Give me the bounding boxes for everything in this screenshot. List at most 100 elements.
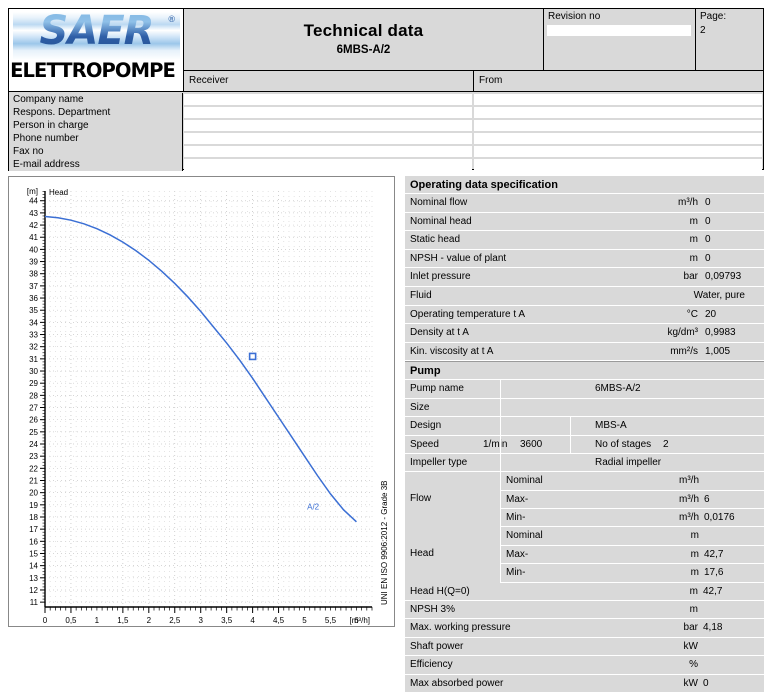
page-title: Technical data — [303, 21, 424, 40]
y-tick-label: 28 — [29, 391, 38, 400]
pump-row-unit: m — [689, 604, 698, 616]
contact-field-right[interactable] — [474, 146, 762, 157]
x-tick-label: 3,5 — [221, 616, 233, 625]
subrow-label: Min- — [506, 567, 526, 579]
contact-field-left[interactable] — [184, 120, 472, 131]
from-label: From — [479, 75, 503, 86]
subrow-label: Min- — [506, 512, 526, 524]
contact-field-left[interactable] — [184, 94, 472, 105]
operating-unit: m — [689, 215, 698, 227]
logo-subtitle: ELETTROPOMPE — [10, 59, 176, 82]
document-header: SAER ® ELETTROPOMPE Technical data 6MBS-… — [8, 8, 764, 92]
y-tick-label: 40 — [29, 245, 38, 254]
contact-field-left[interactable] — [184, 133, 472, 144]
contact-label: E-mail address — [8, 158, 183, 171]
operating-value: 0 — [705, 252, 711, 264]
y-tick-label: 22 — [29, 464, 38, 473]
subrow-unit: m³/h — [679, 493, 699, 505]
contact-field-right[interactable] — [474, 159, 762, 170]
contact-field-left[interactable] — [184, 107, 472, 118]
operating-unit: m³/h — [678, 197, 698, 208]
operating-unit: bar — [683, 271, 698, 283]
operating-row: Nominal flow m³/h 0 — [405, 194, 764, 213]
y-tick-label: 20 — [29, 489, 38, 498]
pump-data-list: Pump name 6MBS-A/2 Size Design MBS-A Speed 1/m… — [405, 380, 764, 693]
revision-input[interactable] — [547, 25, 691, 36]
pump-row-value: 42,7 — [703, 585, 723, 597]
pump-row-label: Max absorbed power — [410, 677, 504, 689]
operating-unit: m — [689, 234, 698, 246]
y-tick-label: 33 — [29, 331, 38, 340]
design-value: MBS-A — [595, 420, 627, 432]
x-tick-label: 4 — [250, 616, 255, 625]
operating-row: Density at t A kg/dm³ 0,9983 — [405, 324, 764, 343]
operating-label: Nominal head — [410, 215, 472, 227]
speed-value: 3600 — [520, 438, 543, 450]
contact-field-left[interactable] — [184, 146, 472, 157]
pump-row: Impeller type Radial impeller — [405, 453, 764, 473]
x-tick-label: 6 — [354, 616, 359, 625]
contact-field-right[interactable] — [474, 133, 762, 144]
contact-row: Person in charge — [8, 119, 764, 132]
head-label: Head — [410, 548, 434, 560]
registered-trademark-icon: ® — [168, 14, 175, 24]
specification-panel: Operating data specification Nominal flo… — [405, 176, 764, 693]
y-axis-unit-label: [m] — [27, 187, 38, 196]
flow-group: Flow Nominal m³/h Max-m³/h 6 Min-m³/h 0,0176 — [405, 472, 764, 528]
subrow-unit: m³/h — [679, 475, 699, 487]
operating-row: Fluid Water, pure — [405, 286, 764, 306]
subrow-value: 0,0176 — [704, 512, 735, 524]
operating-unit: kg/dm³ — [667, 327, 698, 339]
pump-row: Max absorbed power kW 0 — [405, 674, 764, 693]
contact-field-left[interactable] — [184, 159, 472, 170]
contact-field-right[interactable] — [474, 94, 762, 105]
subrow-label: Nominal — [506, 475, 543, 487]
page-label: Page: — [700, 11, 727, 22]
title-cell: Technical data 6MBS-A/2 — [184, 9, 544, 70]
standard-annotation: UNI EN ISO 9906:2012 - Grade 3B — [380, 480, 389, 605]
contact-label: Company name — [8, 93, 183, 106]
y-tick-label: 42 — [29, 221, 38, 230]
technical-data-sheet: SAER ® ELETTROPOMPE Technical data 6MBS-… — [8, 8, 764, 693]
head-subrow: Nominal m — [500, 527, 764, 546]
y-tick-label: 11 — [30, 598, 39, 607]
x-tick-label: 0 — [43, 616, 48, 625]
pump-row: Head H(Q=0) m 42,7 — [405, 582, 764, 602]
y-tick-label: 44 — [29, 197, 38, 206]
y-tick-label: 27 — [29, 404, 38, 413]
contact-field-right[interactable] — [474, 107, 762, 118]
head-subrow: Max-m 42,7 — [500, 545, 764, 565]
x-tick-label: 4,5 — [273, 616, 285, 625]
pump-row: Speed 1/min 3600 No of stages 2 — [405, 435, 764, 454]
pump-row-value: 0 — [703, 677, 709, 689]
x-tick-label: 5,5 — [325, 616, 337, 625]
contact-field-right[interactable] — [474, 120, 762, 131]
operating-label: NPSH - value of plant — [410, 252, 507, 264]
subrow-value: 42,7 — [704, 548, 724, 560]
size-label: Size — [410, 401, 430, 413]
operating-value: 0 — [705, 234, 711, 246]
operating-value: 20 — [705, 308, 717, 320]
duty-point-marker[interactable] — [248, 352, 257, 361]
receiver-label: Receiver — [189, 75, 229, 86]
pump-row: Pump name 6MBS-A/2 — [405, 380, 764, 399]
pump-row-unit: kW — [683, 677, 698, 689]
subrow-label: Max- — [506, 493, 529, 505]
operating-value: Water, pure — [693, 289, 745, 301]
pump-row-unit: bar — [683, 622, 698, 634]
y-tick-label: 29 — [29, 379, 38, 388]
contact-row: Respons. Department — [8, 106, 764, 119]
operating-row: Kin. viscosity at t A mm²/s 1,005 — [405, 342, 764, 362]
from-cell: From — [474, 70, 763, 91]
y-tick-label: 14 — [29, 562, 38, 571]
pump-row: Efficiency% — [405, 656, 764, 675]
contact-label: Person in charge — [8, 119, 183, 132]
y-tick-label: 17 — [29, 525, 38, 534]
y-tick-label: 43 — [29, 209, 38, 218]
page-cell: Page: 2 — [696, 9, 763, 70]
head-vs-flow-curve: 1112131415161718192021222324252627282930… — [27, 187, 389, 625]
subrow-value: 17,6 — [704, 567, 724, 579]
operating-row: Operating temperature t A °C 20 — [405, 305, 764, 325]
impeller-label: Impeller type — [410, 456, 468, 468]
operating-row: Static head m 0 — [405, 231, 764, 250]
